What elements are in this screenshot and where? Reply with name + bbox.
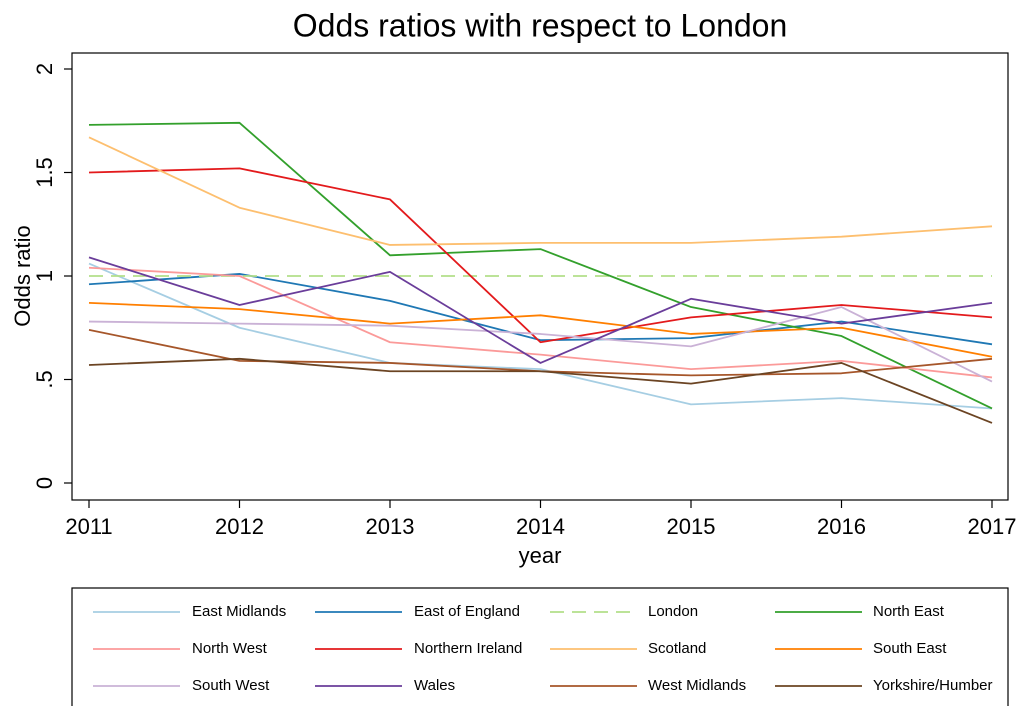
legend-label: North East (873, 603, 945, 620)
series-line (88, 273, 993, 346)
y-tick-label: .5 (32, 370, 57, 388)
x-tick-label: 2012 (215, 514, 264, 539)
chart-title: Odds ratios with respect to London (293, 7, 788, 43)
x-tick-label: 2013 (366, 514, 415, 539)
series-line (88, 121, 993, 410)
legend-label: South West (192, 677, 270, 694)
series-line (88, 167, 993, 344)
x-tick-label: 2016 (817, 514, 866, 539)
legend-label: Yorkshire/Humber (873, 677, 993, 694)
x-tick-label: 2017 (968, 514, 1017, 539)
series-line (88, 136, 993, 246)
legend-label: Northern Ireland (414, 640, 522, 657)
series-line (88, 306, 993, 383)
y-tick-label: 1.5 (32, 157, 57, 188)
legend-label: West Midlands (648, 677, 746, 694)
series-line (88, 262, 993, 410)
series-line (88, 357, 993, 424)
legend-label: London (648, 603, 698, 620)
series-line (88, 266, 993, 379)
x-tick-label: 2015 (667, 514, 716, 539)
legend-frame (71, 587, 1009, 706)
x-tick-label: 2014 (516, 514, 565, 539)
x-axis-label: year (519, 543, 562, 568)
legend-label: East Midlands (192, 603, 286, 620)
legend-label: Scotland (648, 640, 706, 657)
legend-label: Wales (414, 677, 455, 694)
y-axis-label: Odds ratio (10, 225, 35, 327)
legend-label: North West (192, 640, 268, 657)
x-tick-label: 2011 (65, 514, 112, 539)
y-tick-label: 1 (32, 270, 57, 282)
legend-label: South East (873, 640, 947, 657)
y-tick-label: 0 (32, 477, 57, 489)
legend-label: East of England (414, 603, 520, 620)
y-tick-label: 2 (32, 63, 57, 75)
series-line (88, 256, 993, 364)
series-line (88, 302, 993, 358)
